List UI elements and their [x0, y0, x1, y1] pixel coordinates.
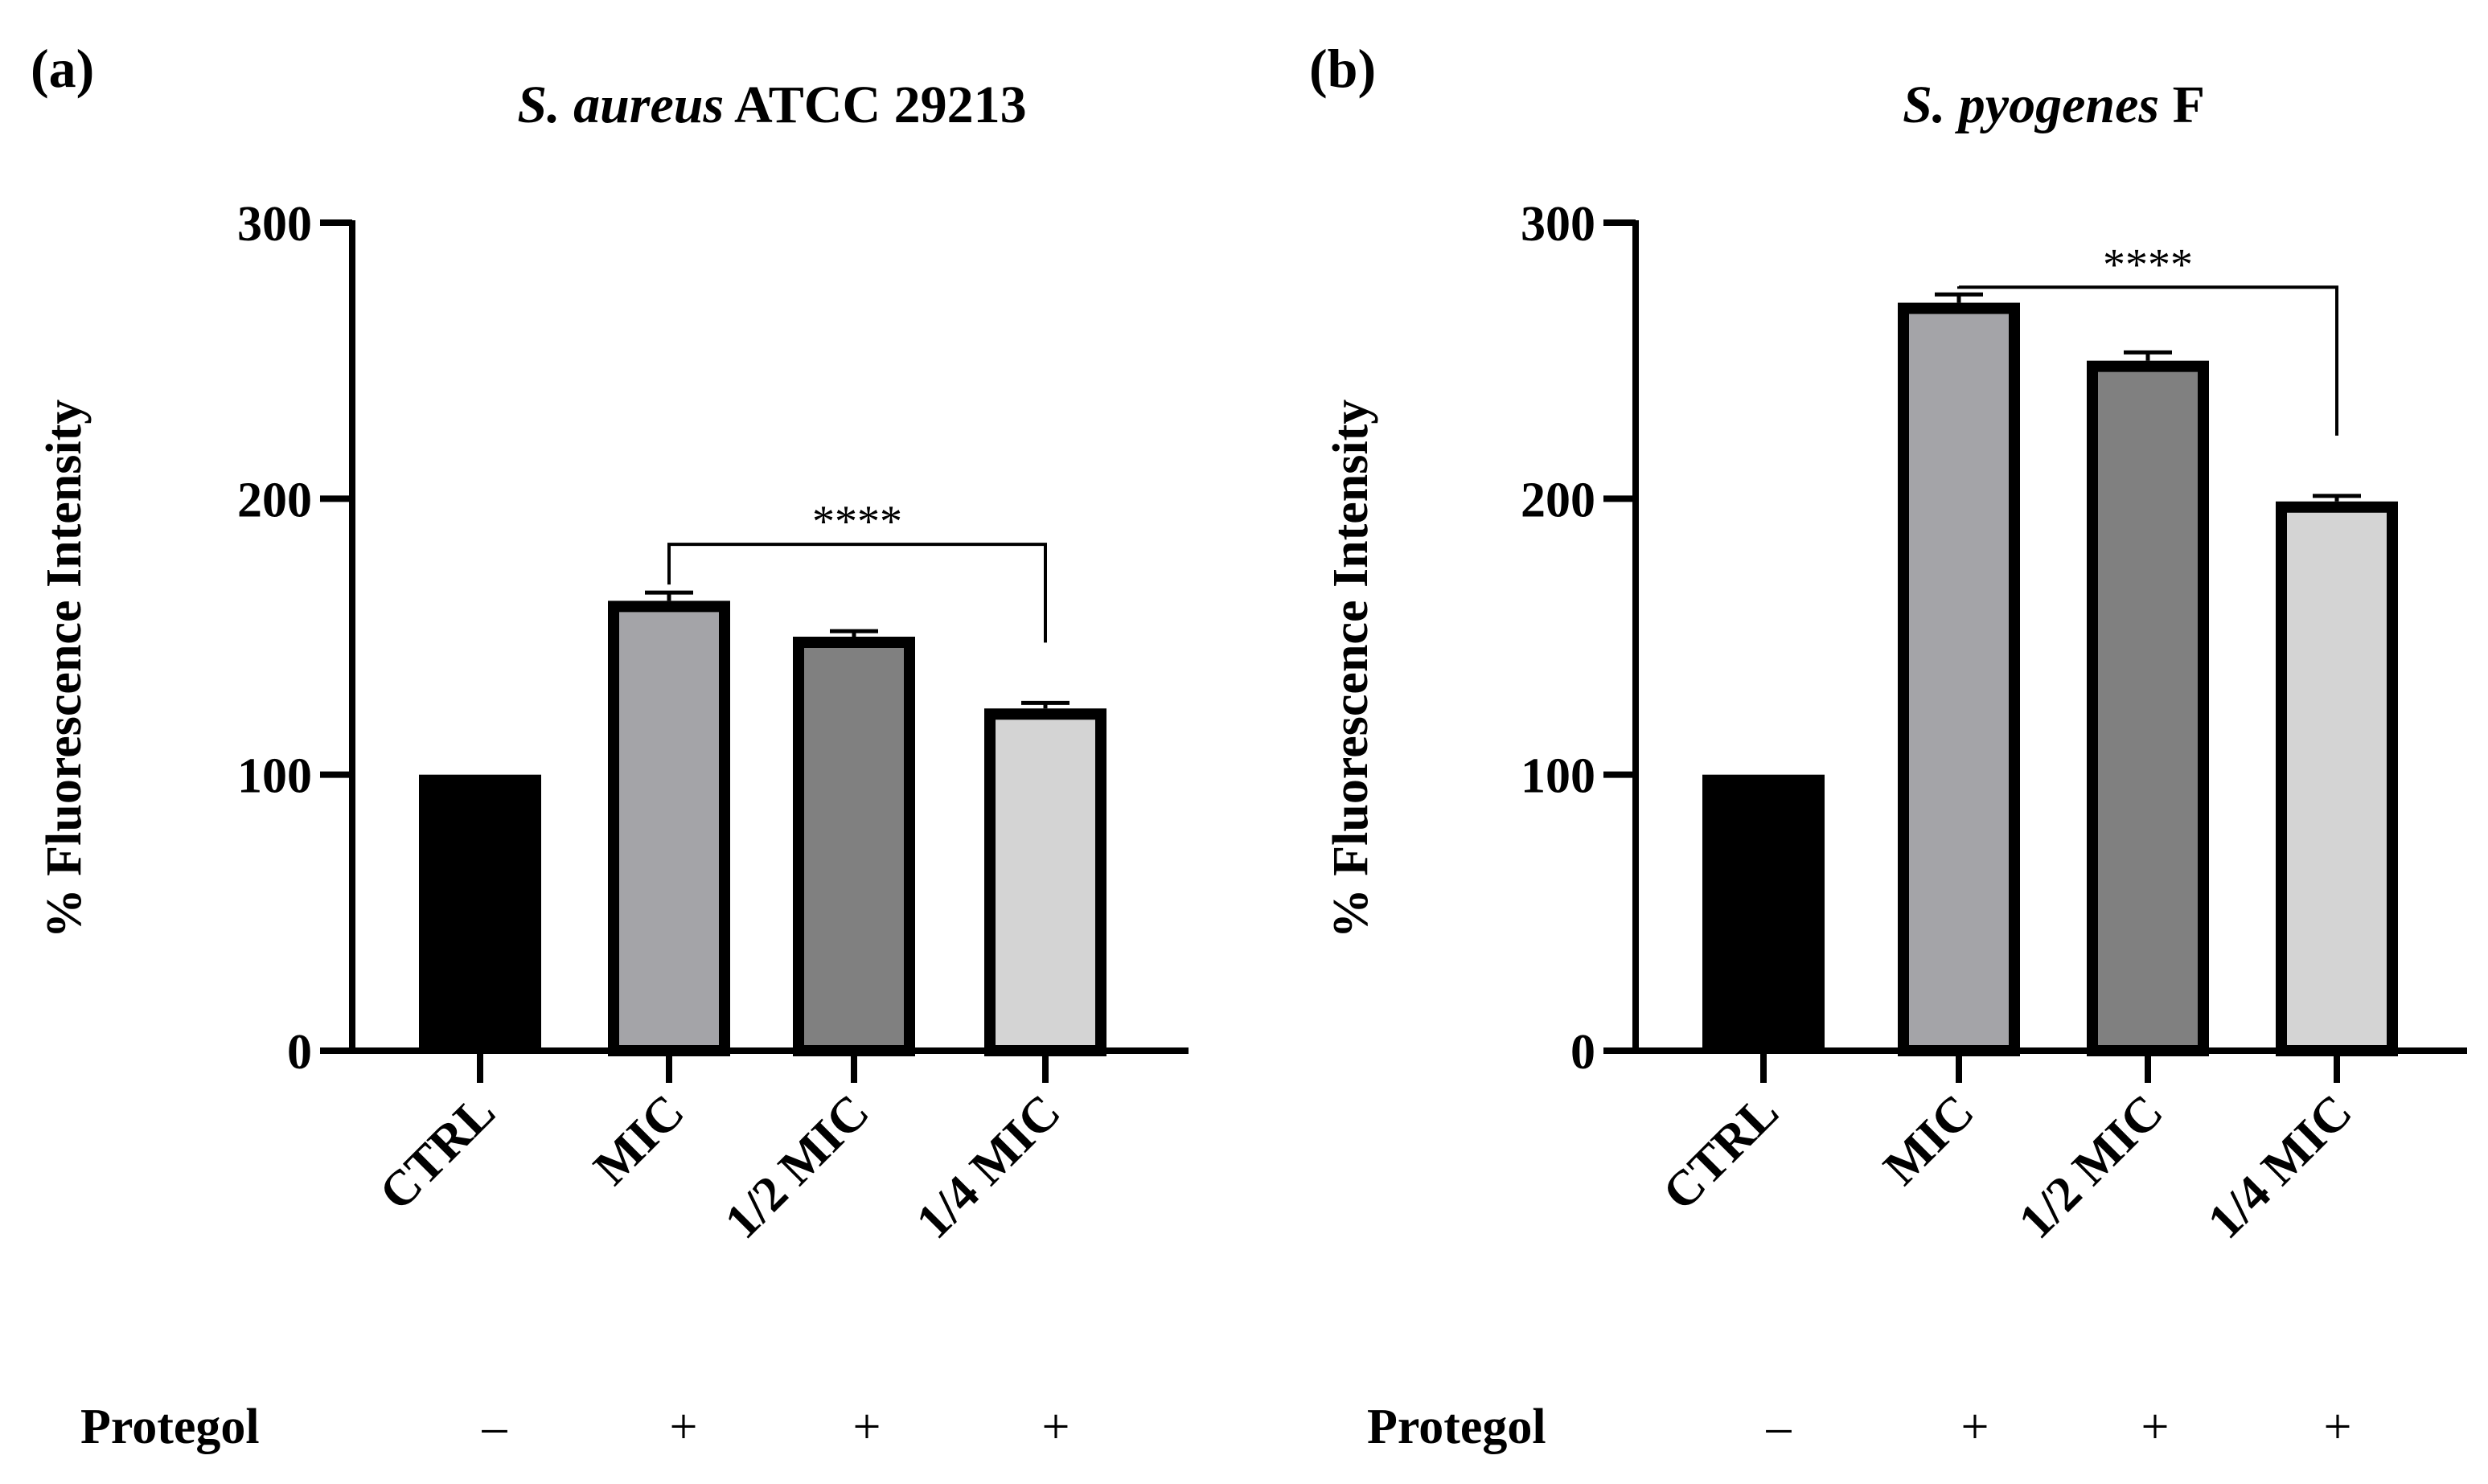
panel-label: (b) — [1309, 38, 1376, 99]
y-tick-label: 300 — [1521, 197, 1595, 252]
y-axis-label: % Fluorescence Intensity — [1324, 400, 1378, 938]
protegol-sign: + — [670, 1400, 698, 1454]
chart-title: S. pyogenes F — [1903, 76, 2205, 134]
y-tick-label: 300 — [237, 197, 312, 252]
bar-ctrl — [419, 774, 541, 1051]
protegol-label: Protegol — [1367, 1400, 1546, 1454]
bar-1-2-mic — [793, 637, 915, 1056]
chart-title-italic: S. aureus — [517, 76, 724, 134]
x-tick-label: CTRL — [369, 1084, 506, 1221]
x-tick-label: MIC — [584, 1084, 695, 1195]
chart-panel-a: (a) S. aureus ATCC 29213 % Fluorescence In… — [31, 38, 1189, 1454]
chart-title-rest: F — [2159, 76, 2205, 134]
chart-title-italic: S. pyogenes — [1903, 76, 2159, 134]
bar-1-4-mic — [2276, 501, 2398, 1056]
chart-panel-b: (b) S. pyogenes F % Fluorescence Intensity… — [1309, 38, 2467, 1454]
protegol-sign: – — [482, 1400, 508, 1454]
protegol-sign: + — [1042, 1400, 1070, 1454]
y-tick-label: 200 — [237, 473, 312, 527]
protegol-sign: – — [1766, 1400, 1792, 1454]
chart-title-rest: ATCC 29213 — [724, 76, 1026, 134]
y-tick-label: 100 — [237, 749, 312, 804]
chart-title: S. aureus ATCC 29213 — [517, 76, 1026, 134]
bar-1-4-mic — [984, 708, 1106, 1056]
panel-label: (a) — [31, 38, 94, 99]
bar-mic — [608, 601, 730, 1056]
protegol-sign: + — [2324, 1400, 2352, 1454]
x-tick-label: 1/2 MIC — [2009, 1084, 2174, 1249]
bar-1-2-mic — [2087, 360, 2209, 1056]
significance-label: **** — [2103, 240, 2193, 289]
x-tick-label: 1/2 MIC — [715, 1084, 880, 1249]
protegol-sign: + — [853, 1400, 881, 1454]
protegol-sign: + — [1961, 1400, 1989, 1454]
significance-label: **** — [812, 497, 902, 547]
bar-ctrl — [1702, 774, 1825, 1051]
protegol-label: Protegol — [80, 1400, 260, 1454]
x-tick-label: 1/4 MIC — [2198, 1084, 2363, 1249]
bar-mic — [1898, 302, 2020, 1057]
x-tick-label: 1/4 MIC — [906, 1084, 1071, 1249]
y-tick-label: 0 — [1570, 1025, 1595, 1080]
protegol-sign: + — [2141, 1400, 2170, 1454]
significance-bracket — [1957, 285, 2338, 436]
y-axis-label: % Fluorescence Intensity — [37, 400, 92, 938]
y-tick-label: 0 — [287, 1025, 312, 1080]
y-tick-label: 200 — [1521, 473, 1595, 527]
x-tick-label: MIC — [1874, 1084, 1985, 1195]
x-tick-label: CTRL — [1653, 1084, 1789, 1221]
y-tick-label: 100 — [1521, 749, 1595, 804]
significance-bracket — [667, 543, 1047, 643]
